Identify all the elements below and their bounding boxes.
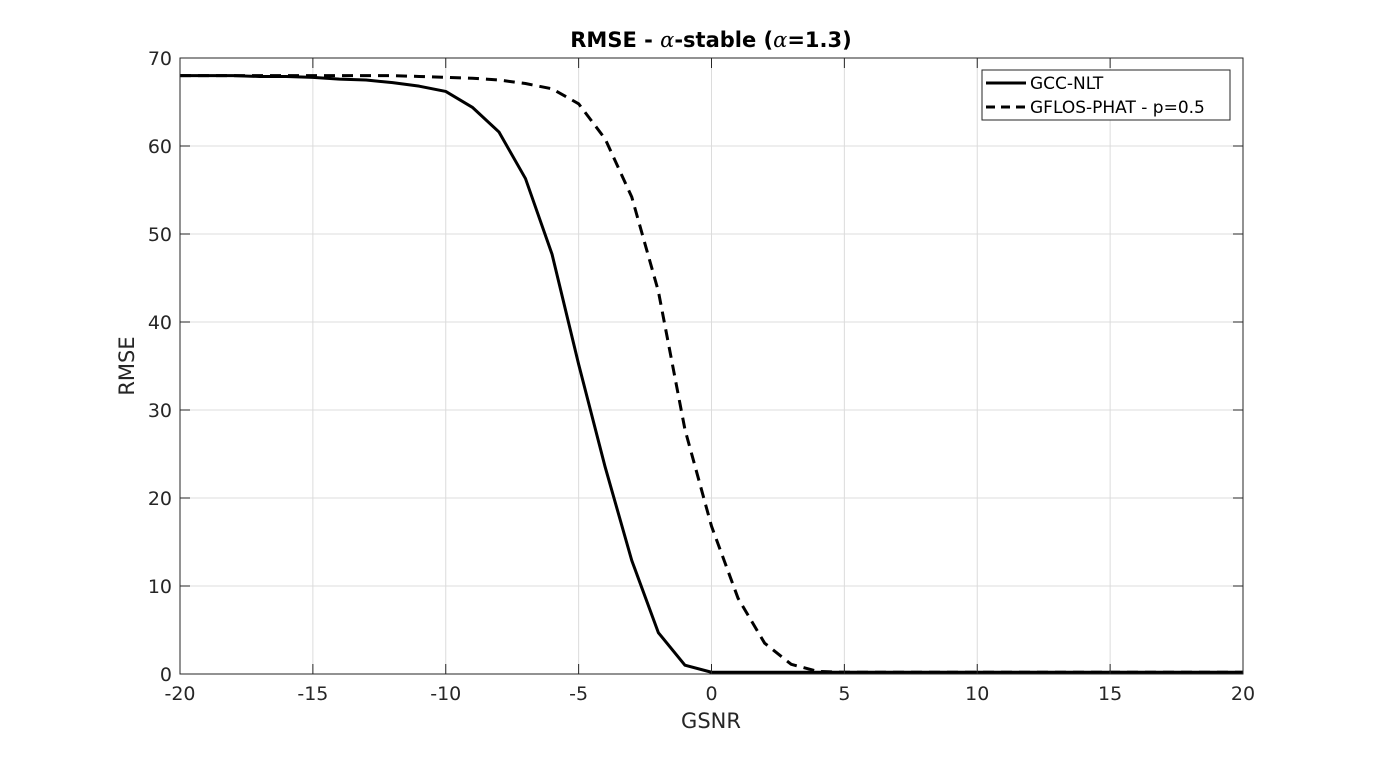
title-alpha-symbol-2: α: [773, 28, 787, 52]
x-tick-label: -10: [430, 683, 461, 705]
title-middle: -stable (: [674, 28, 773, 52]
legend-label-gflos-phat: GFLOS-PHAT - p=0.5: [1030, 98, 1205, 118]
x-axis-label: GSNR: [681, 709, 741, 733]
grid-lines: [180, 58, 1243, 674]
title-prefix: RMSE -: [570, 28, 660, 52]
series-line-gflos-phat: [180, 74, 1243, 674]
axis-ticks: -20 -15 -10 -5 0 5 10 15 20 0 10 20 30 40 50 60 70: [148, 48, 1255, 705]
chart-title: RMSE - α-stable (α=1.3): [570, 28, 851, 52]
y-tick-label: 50: [148, 224, 172, 246]
y-tick-label: 40: [148, 312, 172, 334]
legend-box: [981, 69, 1231, 121]
legend: GCC-NLT GFLOS-PHAT - p=0.5: [981, 69, 1231, 121]
title-suffix: =1.3): [787, 28, 851, 52]
x-tick-label: 5: [838, 683, 850, 705]
y-tick-label: 60: [148, 136, 172, 158]
y-tick-label: 20: [148, 488, 172, 510]
x-tick-label: -5: [569, 683, 588, 705]
y-tick-label: 30: [148, 400, 172, 422]
legend-label-gcc-nlt: GCC-NLT: [1030, 74, 1104, 94]
x-tick-label: -20: [164, 683, 195, 705]
x-tick-label: 15: [1098, 683, 1122, 705]
x-tick-label: -15: [297, 683, 328, 705]
y-tick-label: 70: [148, 48, 172, 70]
x-tick-label: 20: [1231, 683, 1255, 705]
x-tick-label: 10: [965, 683, 989, 705]
y-tick-label: 10: [148, 576, 172, 598]
x-tick-label: 0: [705, 683, 717, 705]
title-alpha-symbol: α: [660, 28, 674, 52]
y-axis-label: RMSE: [115, 336, 139, 395]
y-tick-label: 0: [160, 664, 172, 686]
